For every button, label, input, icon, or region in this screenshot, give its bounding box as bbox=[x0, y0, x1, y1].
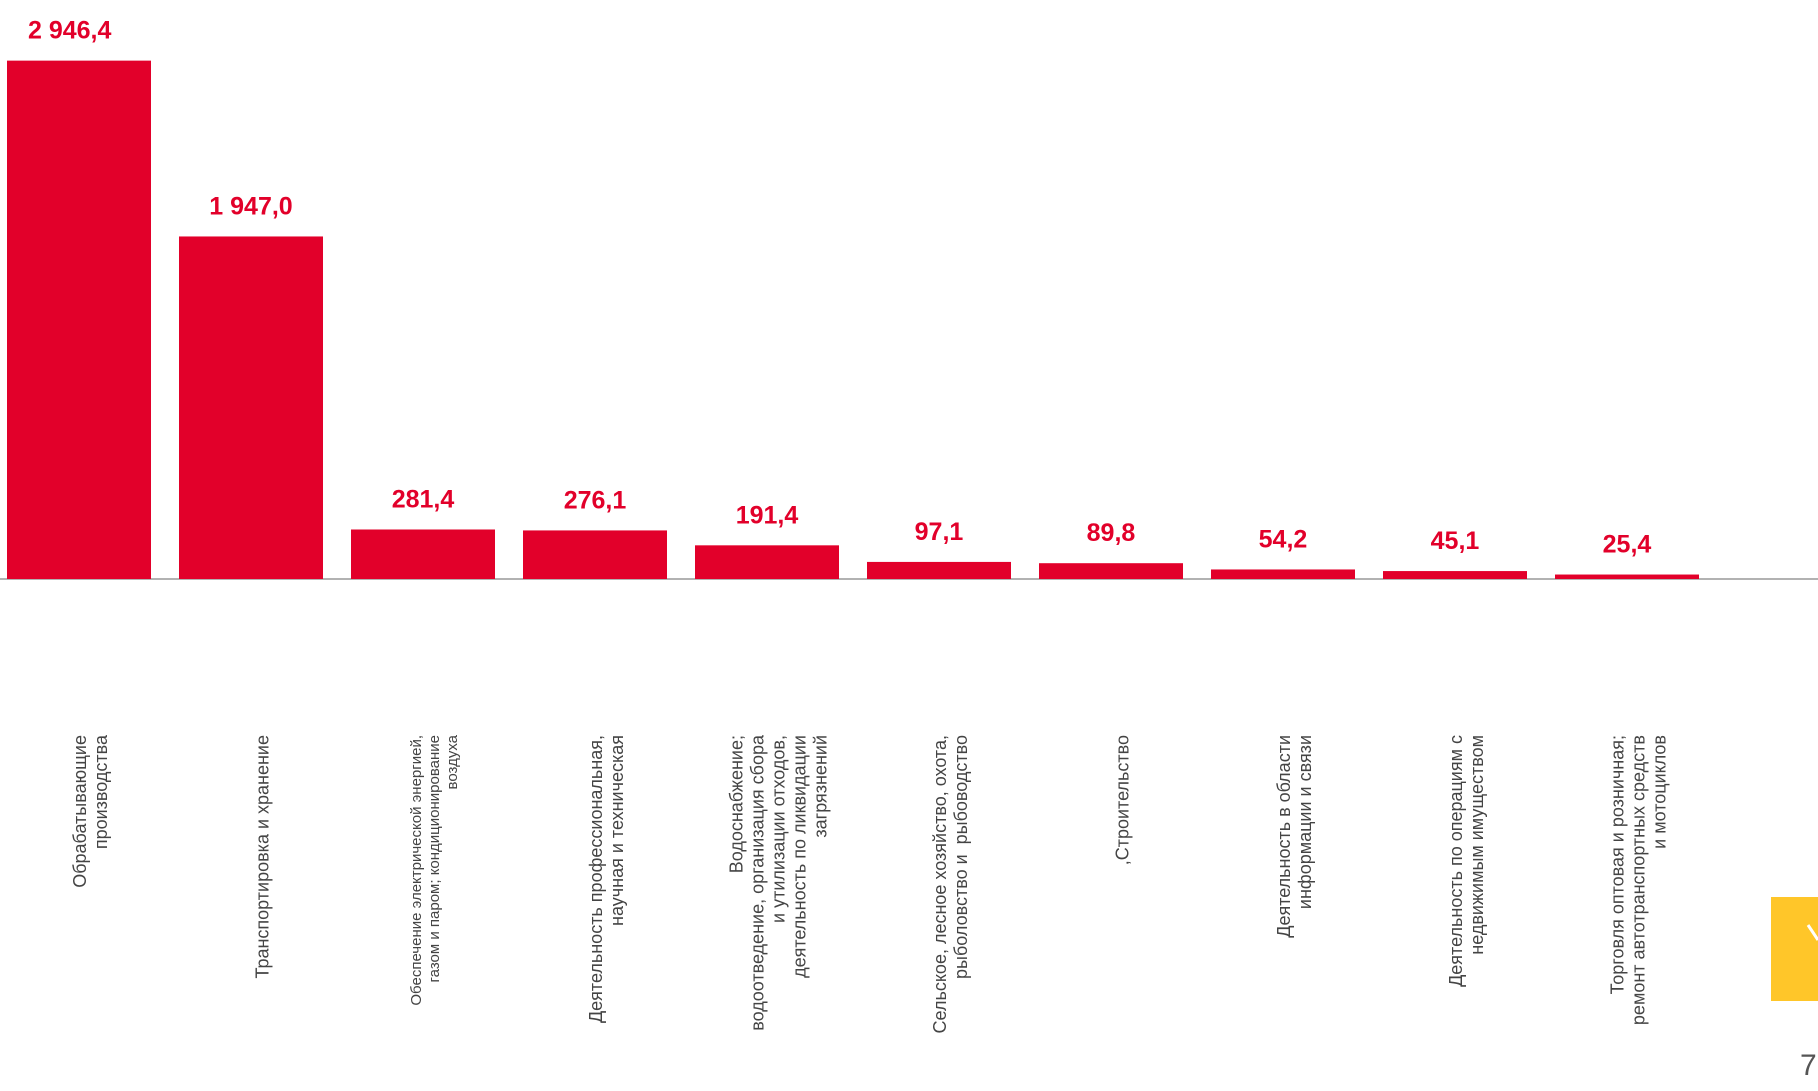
bar bbox=[351, 529, 495, 579]
category-label: Деятельность в области информации и связ… bbox=[1274, 735, 1315, 938]
value-label: 25,4 bbox=[1603, 531, 1652, 559]
bar bbox=[523, 530, 667, 579]
bar bbox=[179, 236, 323, 579]
bar bbox=[867, 561, 1011, 579]
bar bbox=[1383, 571, 1527, 579]
value-label: 2 946,4 bbox=[28, 17, 112, 45]
category-label: Водоснабжение; водоотведение, организаци… bbox=[726, 735, 831, 1031]
page-number: 7 bbox=[1800, 1049, 1817, 1082]
value-label: 1 947,0 bbox=[209, 192, 292, 220]
category-label: Обеспечение электрической энергией, газо… bbox=[408, 735, 461, 1006]
bar bbox=[1039, 563, 1183, 579]
value-label: 276,1 bbox=[564, 486, 627, 514]
bar bbox=[1211, 569, 1355, 579]
value-label: 89,8 bbox=[1087, 519, 1136, 547]
bar bbox=[695, 545, 839, 579]
chevron bbox=[1806, 924, 1818, 941]
value-label: 97,1 bbox=[915, 518, 964, 546]
value-label: 281,4 bbox=[392, 485, 455, 513]
bar bbox=[1555, 574, 1699, 579]
bar bbox=[7, 60, 151, 579]
category-label: Деятельность профессиональная, научная и… bbox=[586, 735, 627, 1024]
next-button[interactable] bbox=[1771, 897, 1818, 1001]
category-label: ,Строительство bbox=[1112, 735, 1133, 866]
value-label: 191,4 bbox=[736, 501, 799, 529]
category-label: Сельское, лесное хозяйство, охота, рыбол… bbox=[930, 735, 971, 1034]
category-label: Транспортировка и хранение bbox=[252, 735, 273, 979]
category-label: Торговля оптовая и розничная; ремонт авт… bbox=[1607, 735, 1670, 1026]
category-label: Обрабатывающие производства bbox=[70, 735, 111, 888]
value-label: 54,2 bbox=[1259, 525, 1308, 553]
value-label: 45,1 bbox=[1431, 527, 1480, 555]
category-label: Деятельность по операциям с недвижимым и… bbox=[1446, 735, 1487, 987]
